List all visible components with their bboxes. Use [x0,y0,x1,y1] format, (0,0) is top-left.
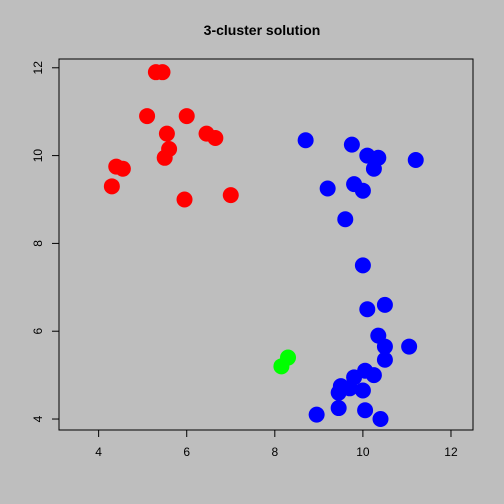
data-point [357,402,374,419]
y-tick-label: 12 [31,61,45,75]
chart-title: 3-cluster solution [204,22,321,38]
data-point [407,151,424,168]
y-tick-label: 4 [31,415,45,422]
data-point [354,182,371,199]
y-axis: 4 6 8 10 12 [31,61,60,422]
x-tick-label: 4 [95,445,102,459]
data-point [376,338,393,355]
data-point [330,384,347,401]
data-point [297,132,314,149]
data-point [330,400,347,417]
x-tick-label: 8 [271,445,278,459]
data-point [154,64,171,81]
data-point [158,125,175,142]
data-point [103,178,120,195]
plot-area-frame [58,58,474,431]
data-point [343,136,360,153]
data-point [359,301,376,318]
data-point [207,130,224,147]
data-point [178,108,195,125]
data-point [376,296,393,313]
data-point [319,180,336,197]
data-point [273,358,290,375]
y-tick-label: 10 [31,149,45,163]
data-point [365,367,382,384]
y-tick-label: 8 [31,240,45,247]
data-point [308,406,325,423]
data-point [365,160,382,177]
data-point [139,108,156,125]
x-axis: 4 6 8 10 12 [95,429,458,459]
data-point [354,382,371,399]
data-point [114,160,131,177]
x-tick-label: 12 [444,445,458,459]
data-point [176,191,193,208]
data-point [376,351,393,368]
data-point [222,187,239,204]
data-point [337,211,354,228]
data-points [103,64,424,428]
data-point [156,149,173,166]
x-tick-label: 6 [183,445,190,459]
data-point [372,411,389,428]
data-point [354,257,371,274]
x-tick-label: 10 [356,445,370,459]
data-point [401,338,418,355]
y-tick-label: 6 [31,328,45,335]
